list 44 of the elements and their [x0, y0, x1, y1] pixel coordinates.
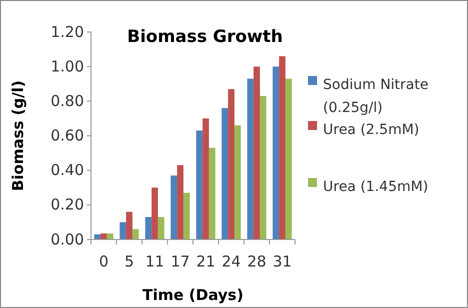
legend-label: Urea (2.5mM): [323, 122, 420, 138]
y-tick-label: 0.40: [50, 161, 84, 180]
x-tick-label: 11: [145, 252, 164, 270]
y-tick-label: 1.20: [50, 22, 84, 41]
y-tick-label: 0.20: [50, 196, 84, 214]
bar: [132, 229, 139, 240]
bar: [228, 89, 234, 240]
bar: [106, 233, 114, 240]
y-axis-title: Biomass (g/l): [9, 80, 27, 192]
bar: [254, 66, 260, 240]
y-tick-label: 0.80: [50, 92, 84, 110]
bar: [100, 233, 107, 240]
bar: [260, 96, 266, 240]
x-tick-label: 31: [272, 252, 292, 270]
x-tick-label: 17: [170, 252, 190, 270]
x-tick-label: 5: [124, 252, 134, 270]
bar: [202, 118, 209, 240]
chart-title: Biomass Growth: [127, 27, 283, 47]
bar: [196, 130, 203, 240]
bar: [272, 66, 280, 240]
bar: [177, 165, 184, 240]
bar: [145, 217, 152, 240]
bar: [208, 148, 216, 240]
x-tick-label: 24: [222, 252, 241, 270]
y-tick-label: 0.60: [50, 126, 84, 145]
bar: [279, 56, 286, 240]
bar: [222, 108, 228, 240]
y-tick-label: 0.00: [50, 230, 84, 248]
bar: [285, 78, 292, 240]
x-tick-label: 0: [98, 252, 109, 270]
bar: [170, 176, 178, 240]
bar: [126, 212, 132, 240]
bar: [120, 222, 126, 240]
bar: [234, 125, 241, 240]
x-tick-label: 28: [247, 252, 266, 270]
legend-label: Urea (1.45mM): [323, 179, 428, 195]
x-axis-title: Time (Days): [142, 286, 244, 304]
y-tick-label: 1.00: [50, 57, 84, 76]
bar: [183, 192, 190, 240]
bar: [158, 217, 164, 240]
bar: [152, 188, 158, 240]
x-tick-label: 21: [196, 252, 216, 270]
bar: [247, 78, 254, 240]
legend-label: Sodium Nitrate (0.25g/l): [323, 77, 428, 116]
